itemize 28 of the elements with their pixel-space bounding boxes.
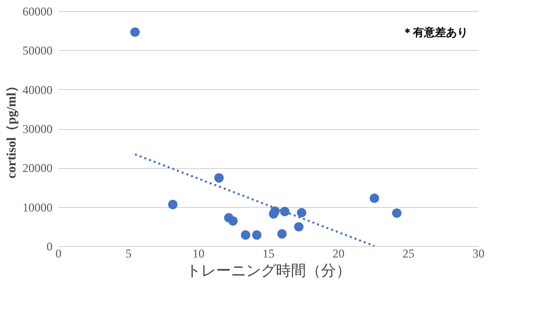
point — [168, 200, 178, 210]
y-tick-label: 10000 — [22, 200, 52, 214]
x-tick-label: 20 — [332, 246, 344, 260]
point — [294, 222, 304, 232]
point — [130, 27, 140, 37]
y-tick-label: 50000 — [22, 44, 52, 58]
y-tick-label: 20000 — [22, 161, 52, 176]
point — [270, 206, 280, 216]
annotation: ＊有意差あり — [402, 26, 468, 39]
point — [228, 216, 238, 226]
point — [240, 230, 250, 240]
x-tick-label: 5 — [126, 246, 132, 260]
x-axis-title: トレーニング時間（分） — [186, 262, 351, 280]
point — [296, 208, 306, 218]
point — [214, 173, 224, 183]
y-tick-label: 60000 — [22, 4, 52, 18]
x-tick-label: 25 — [402, 246, 414, 260]
point — [392, 208, 402, 218]
y-tick-label: 40000 — [22, 82, 52, 97]
y-axis-title: cortisol（pg/ml） — [4, 80, 18, 178]
point — [252, 230, 262, 240]
x-tick-label: 15 — [262, 246, 274, 260]
point — [277, 229, 287, 239]
x-tick-label: 10 — [192, 246, 204, 260]
x-tick-label: 0 — [56, 246, 62, 260]
x-tick-label: 30 — [472, 246, 484, 260]
y-tick-label: 30000 — [22, 122, 52, 136]
point — [370, 193, 380, 203]
